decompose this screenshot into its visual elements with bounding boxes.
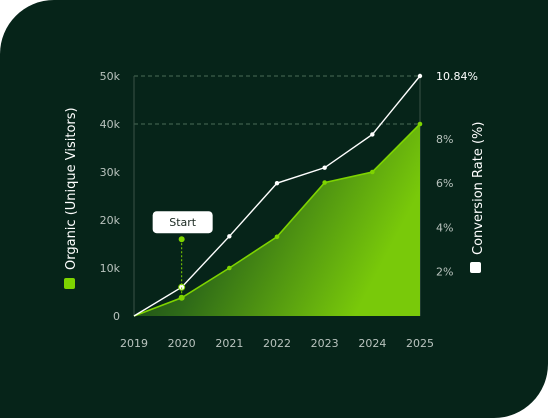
y-tick-left-label: 50k bbox=[100, 70, 121, 83]
x-tick-label: 2023 bbox=[311, 337, 339, 350]
y-tick-right-label: 6% bbox=[436, 177, 453, 190]
y-tick-right-label: 4% bbox=[436, 221, 453, 234]
x-tick-label: 2019 bbox=[120, 337, 148, 350]
y-tick-right-label: 10.84% bbox=[436, 70, 478, 83]
y-tick-right-label: 8% bbox=[436, 133, 453, 146]
y-tick-left-label: 20k bbox=[100, 214, 121, 227]
x-tick-label: 2020 bbox=[168, 337, 196, 350]
left-axis-legend: Organic (Unique Visitors) bbox=[64, 107, 79, 289]
left-axis-title: Organic (Unique Visitors) bbox=[64, 107, 79, 270]
y-tick-left-label: 10k bbox=[100, 262, 121, 275]
x-tick-label: 2022 bbox=[263, 337, 291, 350]
right-axis-legend: Conversion Rate (%) bbox=[470, 122, 486, 273]
conversion-point bbox=[370, 132, 375, 137]
organic-point bbox=[370, 169, 375, 175]
x-tick-label: 2024 bbox=[358, 337, 386, 350]
x-tick-label: 2021 bbox=[215, 337, 243, 350]
organic-point bbox=[417, 121, 423, 127]
organic-point bbox=[178, 294, 185, 301]
start-label: Start bbox=[169, 216, 197, 229]
conversion-point bbox=[322, 165, 327, 170]
conversion-point bbox=[274, 180, 280, 186]
x-tick-label: 2025 bbox=[406, 337, 434, 350]
y-tick-right-label: 2% bbox=[436, 266, 453, 279]
conversion-point bbox=[417, 73, 423, 79]
organic-point bbox=[227, 265, 232, 271]
y-tick-left-label: 30k bbox=[100, 166, 121, 179]
y-tick-left-label: 0 bbox=[113, 310, 120, 323]
start-label-box bbox=[152, 211, 213, 234]
organic-legend-swatch bbox=[64, 278, 75, 289]
conversion-point bbox=[227, 234, 232, 239]
right-axis-title: Conversion Rate (%) bbox=[471, 122, 486, 255]
conversion-legend-swatch bbox=[470, 262, 481, 273]
organic-point bbox=[274, 234, 280, 240]
start-marker-dot bbox=[178, 236, 185, 243]
y-tick-left-label: 40k bbox=[100, 118, 121, 131]
organic-point bbox=[322, 180, 327, 185]
organic-area-fill bbox=[134, 124, 420, 316]
